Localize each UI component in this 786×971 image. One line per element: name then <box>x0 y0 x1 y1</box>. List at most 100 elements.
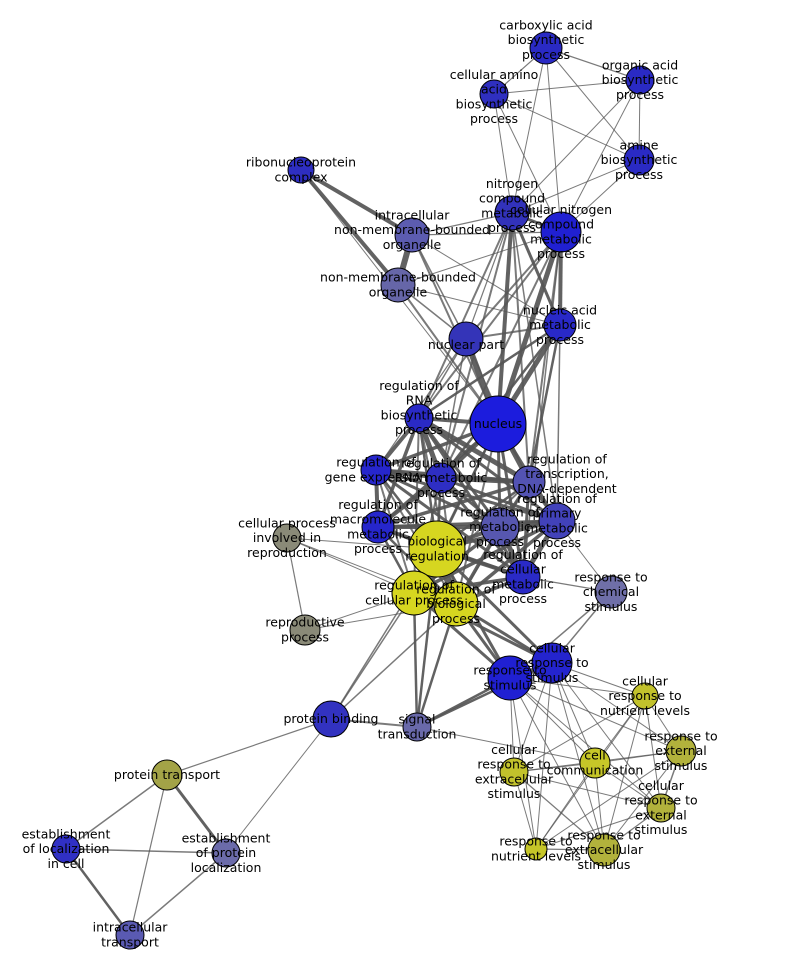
graph-edge <box>304 603 457 631</box>
graph-edge <box>535 762 596 850</box>
graph-edge <box>527 324 562 483</box>
graph-node[interactable] <box>380 267 416 303</box>
graph-edge <box>493 93 640 161</box>
graph-edge <box>493 93 562 233</box>
graph-node[interactable] <box>391 570 437 616</box>
graph-node[interactable] <box>425 462 457 494</box>
graph-node[interactable] <box>505 559 541 595</box>
graph-edge <box>513 771 605 851</box>
graph-edge <box>556 324 561 522</box>
graph-edge <box>535 662 553 850</box>
graph-node[interactable] <box>494 195 530 231</box>
graph-edge <box>509 677 682 752</box>
graph-edge <box>129 852 227 936</box>
graph-node[interactable] <box>433 581 479 627</box>
graph-node[interactable] <box>479 79 509 109</box>
graph-edge <box>545 47 640 161</box>
graph-node[interactable] <box>404 403 434 433</box>
graph-node[interactable] <box>408 520 466 578</box>
graph-edge <box>225 718 332 854</box>
graph-edge <box>129 774 168 936</box>
graph-node[interactable] <box>587 833 621 867</box>
graph-node[interactable] <box>51 834 81 864</box>
graph-node[interactable] <box>394 217 430 253</box>
graph-edge <box>418 323 561 420</box>
graph-edge <box>522 231 562 578</box>
graph-edge <box>411 234 467 340</box>
graph-node[interactable] <box>487 655 533 701</box>
graph-node[interactable] <box>469 395 527 453</box>
graph-node[interactable] <box>448 321 484 357</box>
graph-edge <box>509 677 646 697</box>
graph-node[interactable] <box>543 308 577 342</box>
graph-edge <box>418 231 562 419</box>
graph-node[interactable] <box>512 465 546 499</box>
graph-edge <box>418 416 558 523</box>
graph-node[interactable] <box>272 523 302 553</box>
graph-node[interactable] <box>312 700 350 738</box>
graph-node[interactable] <box>287 156 315 184</box>
graph-node[interactable] <box>538 502 576 540</box>
graph-node[interactable] <box>623 144 655 176</box>
graph-node[interactable] <box>631 682 659 710</box>
graph-edge <box>513 771 662 809</box>
graph-node[interactable] <box>289 614 321 646</box>
graph-edge <box>440 476 558 523</box>
graph-edge <box>397 284 561 326</box>
nodes-layer <box>51 31 697 950</box>
graph-edge <box>299 168 400 287</box>
graph-node[interactable] <box>646 793 676 823</box>
graph-edge <box>493 79 641 95</box>
graph-node[interactable] <box>524 837 548 861</box>
graph-node[interactable] <box>594 575 628 609</box>
graph-edge <box>413 519 558 595</box>
edges-layer <box>64 47 682 936</box>
graph-edge <box>511 47 547 214</box>
graph-edge <box>397 231 562 286</box>
graph-node[interactable] <box>361 510 395 544</box>
graph-node[interactable] <box>115 920 145 950</box>
graph-node[interactable] <box>529 31 563 65</box>
graph-node[interactable] <box>531 642 573 684</box>
graph-edge <box>165 774 228 854</box>
graph-edge <box>375 468 501 529</box>
graph-edge <box>411 231 562 236</box>
graph-edge <box>535 807 662 850</box>
graph-edge <box>509 677 605 851</box>
graph-edge <box>286 537 415 594</box>
graph-edge <box>511 79 641 214</box>
graph-edge <box>411 234 561 326</box>
graph-edge <box>330 592 415 720</box>
graph-node[interactable] <box>499 757 529 787</box>
graph-node[interactable] <box>480 507 520 547</box>
graph-node[interactable] <box>665 735 697 767</box>
graph-node[interactable] <box>402 712 432 742</box>
graph-edge <box>465 212 513 340</box>
graph-edge <box>416 726 596 764</box>
graph-edge <box>560 79 641 233</box>
graph-node[interactable] <box>625 65 655 95</box>
graph-node[interactable] <box>360 454 392 486</box>
graph-edge <box>166 718 332 776</box>
graph-edge <box>417 415 531 485</box>
graph-node[interactable] <box>540 211 582 253</box>
graph-edge <box>493 93 513 214</box>
graph-edge <box>551 662 682 752</box>
graph-edge <box>397 284 499 425</box>
graph-node[interactable] <box>151 759 183 791</box>
graph-edge <box>299 168 414 237</box>
graph-edge <box>511 159 640 214</box>
graph-edge <box>330 603 457 720</box>
graph-node[interactable] <box>211 838 241 868</box>
graph-edge <box>535 750 682 850</box>
graph-edge <box>545 47 641 81</box>
graph-edge <box>513 695 646 773</box>
graph-edge <box>64 848 132 936</box>
graph-edge <box>545 47 562 233</box>
graph-edge <box>375 468 558 523</box>
graph-edge <box>65 774 168 850</box>
graph-edge <box>603 750 682 851</box>
graph-node[interactable] <box>579 747 611 779</box>
